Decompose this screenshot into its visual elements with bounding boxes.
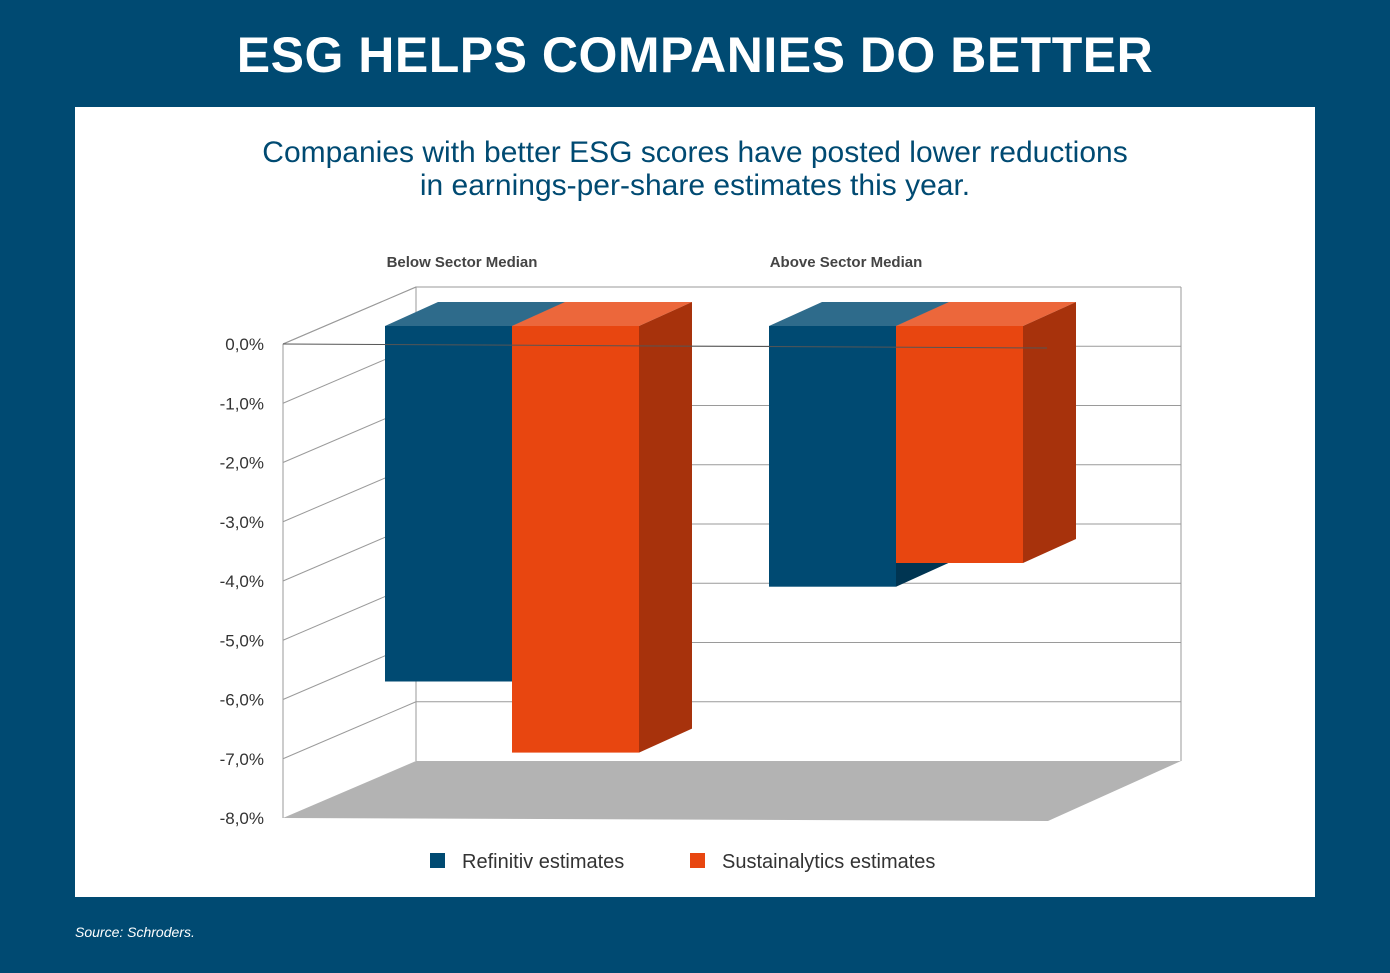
- bar-front-1-0: [512, 326, 639, 753]
- legend-swatch-0: [430, 853, 445, 868]
- y-tick-label: 0,0%: [225, 335, 264, 354]
- bar-front-0-1: [769, 326, 896, 587]
- category-label: Above Sector Median: [770, 254, 923, 271]
- legend-swatch-1: [690, 853, 705, 868]
- bar-front-0-0: [385, 326, 512, 682]
- bar-side-1-0: [639, 302, 692, 753]
- legend-label-0: Refinitiv estimates: [462, 851, 624, 873]
- category-label: Below Sector Median: [387, 254, 538, 271]
- gridline-side: [282, 286, 417, 345]
- source-note: Source: Schroders.: [75, 924, 195, 940]
- chart-floor: [283, 761, 1181, 821]
- y-tick-label: -5,0%: [220, 631, 264, 650]
- y-tick-label: -4,0%: [220, 572, 264, 591]
- y-tick-label: -2,0%: [220, 454, 264, 473]
- chart-subtitle: Companies with better ESG scores have po…: [0, 136, 1390, 202]
- legend-label-1: Sustainalytics estimates: [722, 851, 935, 873]
- y-tick-label: -3,0%: [220, 513, 264, 532]
- subtitle-line-1: Companies with better ESG scores have po…: [262, 136, 1128, 169]
- bar-top-0-1: [769, 302, 949, 326]
- y-tick-label: -7,0%: [220, 750, 264, 769]
- bar-side-1-1: [1023, 302, 1076, 563]
- zero-baseline: [282, 343, 1048, 349]
- bar-top-0-0: [385, 302, 565, 326]
- subtitle-line-2: in earnings-per-share estimates this yea…: [419, 169, 971, 202]
- y-tick-label: -1,0%: [220, 394, 264, 413]
- bar-front-1-1: [896, 326, 1023, 563]
- bar-top-1-0: [512, 302, 692, 326]
- y-tick-label: -8,0%: [220, 809, 264, 828]
- gridline-side: [282, 701, 417, 760]
- page-title: ESG HELPS COMPANIES DO BETTER: [236, 27, 1154, 83]
- bar-top-1-1: [896, 302, 1076, 326]
- y-tick-label: -6,0%: [220, 691, 264, 710]
